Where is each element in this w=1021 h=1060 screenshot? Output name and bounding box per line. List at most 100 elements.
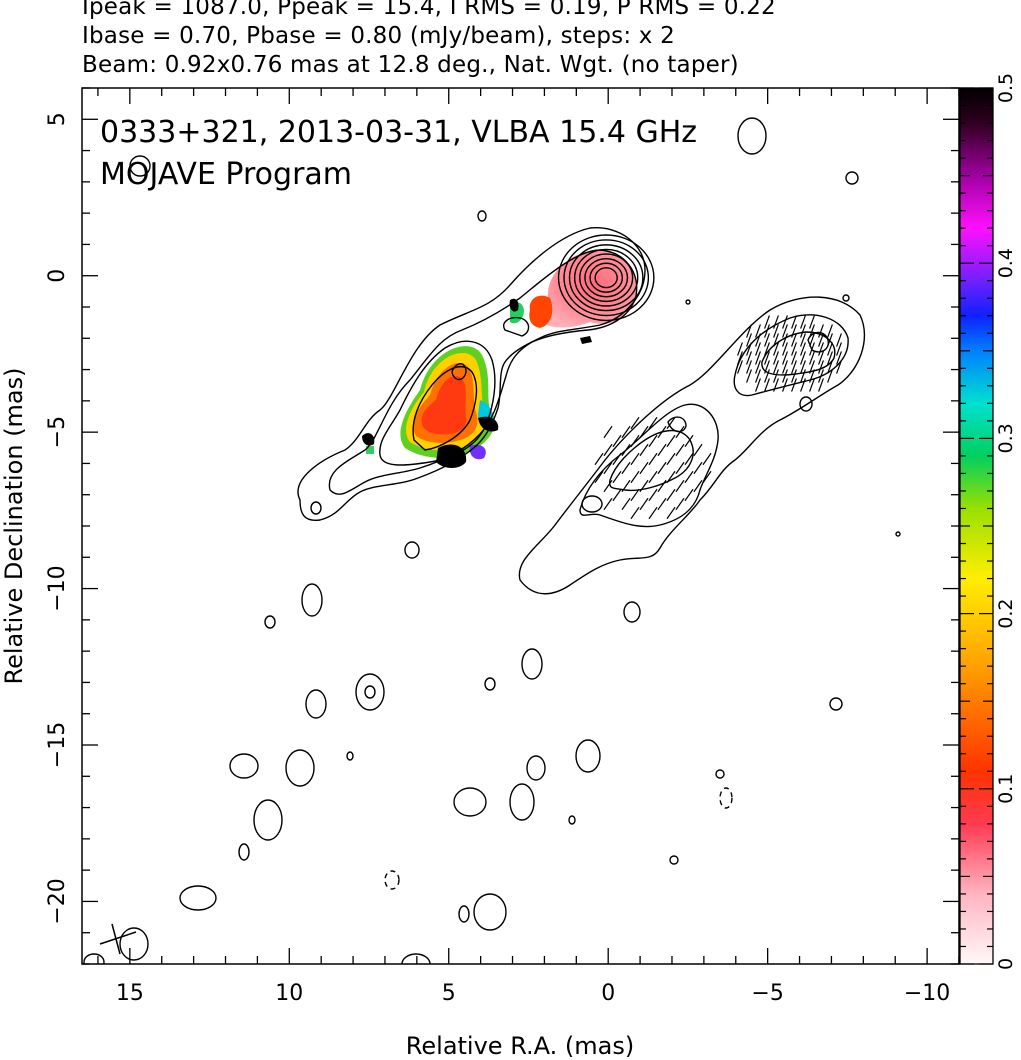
evpa-tick xyxy=(612,434,622,448)
isolated-contour xyxy=(669,855,679,865)
evpa-tick xyxy=(684,488,694,502)
jet-contour-5 xyxy=(451,363,467,381)
isolated-contour xyxy=(404,541,420,559)
evpa-tick xyxy=(764,333,770,347)
evpa-tick xyxy=(773,324,779,338)
evpa-tick xyxy=(648,434,658,448)
evpa-tick xyxy=(809,324,815,338)
evpa-tick xyxy=(764,342,770,356)
isolated-contour xyxy=(401,953,431,964)
evpa-tick xyxy=(746,360,752,374)
evpa-tick xyxy=(773,333,779,347)
core-contour xyxy=(579,253,634,303)
colorbar-tick-label: 0.1 xyxy=(995,774,1017,804)
evpa-tick xyxy=(782,378,788,392)
isolated-contour xyxy=(526,755,546,781)
isolated-contour xyxy=(737,117,767,155)
evpa-tick xyxy=(657,497,667,511)
evpa-tick xyxy=(630,452,640,466)
evpa-tick xyxy=(684,470,694,484)
x-tick-label: 15 xyxy=(116,981,144,1006)
evpa-tick xyxy=(621,461,631,475)
evpa-tick xyxy=(630,506,640,520)
evpa-tick xyxy=(639,425,649,439)
y-tick-label: −15 xyxy=(45,722,70,768)
y-tick-label: −5 xyxy=(45,416,70,448)
evpa-tick xyxy=(800,342,806,356)
evpa-tick xyxy=(818,351,824,365)
header-line-1: Ipeak = 1087.0, Ppeak = 15.4, I RMS = 0.… xyxy=(82,0,776,20)
evpa-tick xyxy=(764,315,770,329)
isolated-contour xyxy=(575,739,601,773)
evpa-tick xyxy=(827,324,833,338)
core-contour xyxy=(573,248,639,307)
y-tick-label: 0 xyxy=(45,269,70,283)
evpa-tick xyxy=(675,443,685,457)
evpa-tick xyxy=(791,342,797,356)
evpa-tick xyxy=(827,360,833,374)
evpa-tick xyxy=(782,315,788,329)
core-contour xyxy=(568,244,644,312)
isolated-contour xyxy=(364,685,376,699)
evpa-tick xyxy=(737,351,743,365)
evpa-tick xyxy=(737,360,743,374)
evpa-tick xyxy=(684,452,694,466)
evpa-tick xyxy=(621,425,631,439)
pol-contour-2a xyxy=(733,314,849,397)
colorbar-tick-label: 0 xyxy=(995,958,1017,970)
evpa-tick xyxy=(827,342,833,356)
evpa-tick xyxy=(818,333,824,347)
evpa-tick xyxy=(684,434,694,448)
evpa-tick xyxy=(666,506,676,520)
evpa-tick xyxy=(621,479,631,493)
evpa-tick xyxy=(764,360,770,374)
isolated-contour xyxy=(264,615,276,629)
x-tick-label: 10 xyxy=(275,981,303,1006)
colorbar-tick-label: 0.4 xyxy=(995,248,1017,278)
evpa-tick xyxy=(791,351,797,365)
evpa-tick xyxy=(809,369,815,383)
evpa-tick xyxy=(746,333,752,347)
evpa-tick xyxy=(800,324,806,338)
core-knot-orange xyxy=(529,295,553,328)
evpa-tick xyxy=(666,416,676,430)
evpa-tick xyxy=(773,342,779,356)
evpa-tick xyxy=(818,342,824,356)
evpa-tick xyxy=(666,488,676,502)
core-edge-black-2 xyxy=(580,336,592,344)
evpa-tick xyxy=(782,333,788,347)
evpa-tick xyxy=(818,360,824,374)
x-tick-label: −10 xyxy=(904,981,950,1006)
y-tick-label: −10 xyxy=(45,565,70,611)
evpa-tick xyxy=(782,324,788,338)
evpa-tick xyxy=(836,342,842,356)
evpa-tick xyxy=(746,342,752,356)
evpa-tick xyxy=(603,497,613,511)
jet-contour-2 xyxy=(328,249,638,495)
pol-contour-2b xyxy=(761,331,836,376)
evpa-tick xyxy=(621,443,631,457)
evpa-tick xyxy=(657,425,667,439)
map-content xyxy=(83,117,901,964)
isolated-contour xyxy=(623,601,641,623)
evpa-tick xyxy=(755,369,761,383)
isolated-contour xyxy=(355,673,385,711)
isolated-contour xyxy=(895,531,901,537)
evpa-tick xyxy=(755,342,761,356)
evpa-tick xyxy=(675,479,685,493)
evpa-tick xyxy=(791,315,797,329)
evpa-tick xyxy=(764,324,770,338)
isolated-contour xyxy=(477,210,487,222)
evpa-tick xyxy=(648,506,658,520)
header-line-2: Ibase = 0.70, Pbase = 0.80 (mJy/beam), s… xyxy=(82,23,675,49)
evpa-tick xyxy=(764,351,770,365)
evpa-tick xyxy=(764,369,770,383)
total-intensity-contours xyxy=(83,117,901,964)
x-tick-label: 0 xyxy=(601,981,615,1006)
evpa-tick xyxy=(594,470,604,484)
evpa-tick xyxy=(827,369,833,383)
evpa-tick xyxy=(594,452,604,466)
pol-contour-3a xyxy=(579,403,719,528)
isolated-contour xyxy=(473,893,507,931)
isolated-contour xyxy=(229,753,259,779)
